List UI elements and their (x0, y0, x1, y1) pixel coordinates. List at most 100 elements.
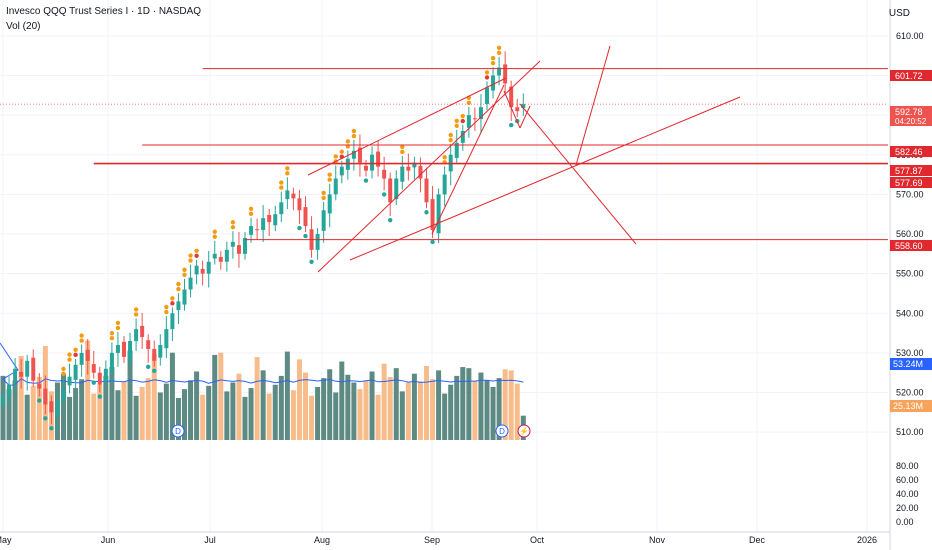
volume-bar (430, 379, 436, 440)
candle-body (376, 151, 381, 167)
signal-dot (466, 100, 472, 105)
volume-bar (417, 381, 423, 440)
candle-body (230, 241, 235, 247)
signal-dot (146, 364, 151, 370)
candle-body (261, 218, 266, 231)
signal-dot (115, 325, 121, 331)
volume-bar (333, 392, 339, 440)
event-marker-label: ⚡ (519, 426, 529, 436)
signal-dot (133, 307, 139, 312)
volume-bar (466, 368, 472, 440)
volume-bar (375, 394, 381, 440)
signal-dot (321, 195, 326, 201)
price-axis-tag (890, 165, 932, 176)
candle-body (412, 162, 417, 168)
signal-dot (484, 70, 490, 75)
candle-body (515, 107, 520, 112)
signal-dot (152, 368, 157, 373)
candle-body (49, 401, 54, 413)
volume-bar (381, 363, 387, 440)
price-axis-tag-text: 577.87 (895, 166, 923, 176)
volume-bar (278, 375, 284, 440)
signal-dot (460, 118, 465, 124)
signal-dot (61, 366, 66, 372)
event-marker-icon (171, 424, 185, 438)
volume-bar (175, 398, 181, 440)
candle-body (194, 265, 199, 275)
volume-tick-label: 0.00 (896, 517, 914, 527)
volume-axis-tag-text: 53.24M (893, 359, 923, 369)
candle-body (243, 237, 247, 254)
signal-dot (490, 60, 496, 66)
signal-dot (333, 154, 338, 159)
price-axis-tag (890, 70, 932, 81)
event-marker-label: D (175, 427, 181, 436)
volume-bar (30, 385, 36, 440)
price-tick-label: 530.00 (896, 348, 924, 358)
signal-dot (297, 225, 302, 231)
volume-tick-label: 40.00 (896, 489, 919, 499)
candle-body (466, 115, 471, 128)
candle-body (285, 190, 290, 200)
event-marker-icon (517, 424, 531, 438)
signal-dot (194, 248, 199, 253)
signal-dot (164, 304, 169, 310)
volume-bar (327, 369, 333, 440)
signal-dot (248, 206, 254, 211)
signal-dot (230, 220, 236, 225)
volume-bar (405, 382, 411, 440)
candle-body (509, 86, 514, 108)
price-axis-tag-text: 577.69 (895, 178, 923, 188)
volume-bar (91, 393, 97, 440)
candle-body (212, 253, 217, 259)
volume-bar (309, 395, 315, 440)
volume-bar (490, 386, 496, 440)
volume-bar (448, 384, 454, 440)
price-axis-tag (890, 177, 932, 188)
volume-bar (145, 378, 151, 440)
volume-bar (387, 377, 393, 440)
candle-body (224, 249, 229, 262)
trend-line (431, 84, 505, 235)
price-tick-label: 550.00 (896, 269, 924, 279)
signal-dot (67, 357, 72, 362)
volume-bar (514, 383, 520, 440)
price-tick-label: 560.00 (896, 229, 924, 239)
candle-body (460, 130, 465, 143)
candle-body (418, 165, 423, 179)
volume-bar (139, 386, 145, 440)
candle-body (472, 118, 477, 120)
signal-dot (109, 336, 115, 341)
price-axis-tag (890, 106, 932, 126)
candle-body (170, 313, 175, 330)
signal-dot (454, 118, 459, 123)
candle-body (430, 199, 435, 231)
candle-body (122, 341, 126, 357)
candle-body (321, 210, 326, 231)
candle-body (7, 384, 12, 397)
signal-dot (285, 166, 290, 171)
candle-body (140, 325, 145, 338)
candle-body (491, 75, 496, 91)
currency-label[interactable]: USD (888, 8, 910, 19)
volume-bar (157, 392, 163, 440)
volume-bar (109, 367, 115, 440)
candle-body (146, 340, 151, 349)
volume-bar (12, 380, 18, 440)
candle-body (279, 202, 284, 215)
volume-indicator-label[interactable]: Vol (20) (6, 21, 41, 32)
signal-dot (363, 178, 369, 183)
candle-body (351, 150, 356, 159)
signal-dot (345, 139, 351, 144)
candle-body (394, 178, 399, 200)
signal-dot (351, 128, 357, 134)
volume-bar (363, 380, 369, 440)
candle-body (13, 368, 18, 382)
volume-bar (242, 396, 248, 440)
volume-bar (296, 359, 302, 440)
volume-bar (188, 380, 194, 440)
candle-body (182, 289, 187, 305)
candle-body (19, 371, 24, 377)
volume-bar (315, 386, 321, 440)
